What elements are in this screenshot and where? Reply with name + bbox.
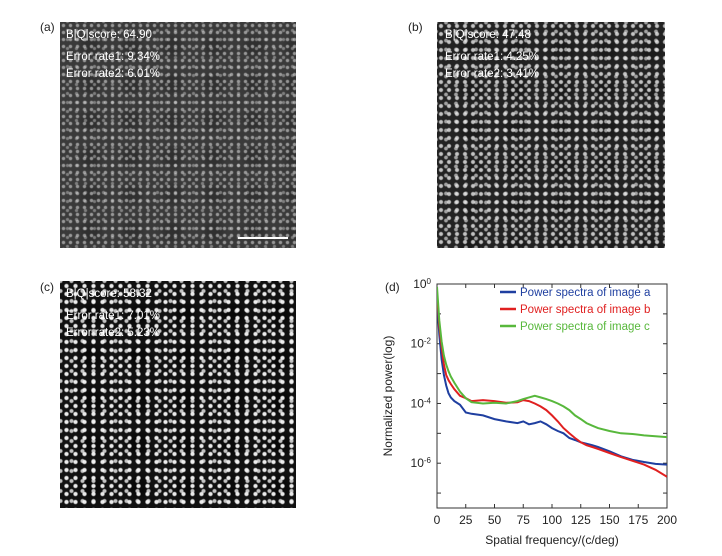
series-line-b xyxy=(437,292,667,478)
panel-c-label: (c) xyxy=(40,280,54,294)
x-tick-label: 200 xyxy=(657,513,677,527)
x-tick-label: 125 xyxy=(571,513,591,527)
legend-label-b: Power spectra of image b xyxy=(520,304,650,316)
x-tick-label: 150 xyxy=(599,513,619,527)
panel-b-label: (b) xyxy=(408,20,423,34)
y-axis-label: Normalized power(log) xyxy=(381,336,395,457)
scale-bar xyxy=(238,237,288,239)
bqi-score-c: B|Q|score: 58.32 xyxy=(66,288,152,300)
legend-label-a: Power spectra of image a xyxy=(520,287,651,299)
x-tick-label: 50 xyxy=(488,513,502,527)
x-tick-label: 75 xyxy=(517,513,531,527)
retina-image-a: B|Q|score: 64.90 Error rate1: 9.34% Erro… xyxy=(60,22,296,248)
x-tick-label: 175 xyxy=(628,513,648,527)
retina-image-c: B|Q|score: 58.32 Error rate1: 7.01% Erro… xyxy=(60,281,296,508)
series-line-c xyxy=(437,286,667,439)
error-rate1-a: Error rate1: 9.34% xyxy=(66,51,160,63)
series-line-a xyxy=(437,299,667,466)
x-tick-label: 25 xyxy=(459,513,473,527)
y-tick-label: 10-4 xyxy=(411,396,432,411)
retina-image-b: B|Q|score: 47.48 Error rate1: 4.25% Erro… xyxy=(437,22,665,248)
bqi-score-b: B|Q|score: 47.48 xyxy=(445,29,531,41)
panel-a-label: (a) xyxy=(40,20,55,34)
panel-d-label: (d) xyxy=(385,280,400,294)
bqi-score-a: B|Q|score: 64.90 xyxy=(66,29,152,41)
y-tick-label: 100 xyxy=(413,277,431,292)
error-rate2-c: Error rate2: 5.23% xyxy=(66,327,160,339)
error-rate1-c: Error rate1: 7.01% xyxy=(66,310,160,322)
error-rate1-b: Error rate1: 4.25% xyxy=(445,51,539,63)
x-tick-label: 0 xyxy=(434,513,441,527)
legend-label-c: Power spectra of image c xyxy=(520,321,650,333)
x-tick-label: 100 xyxy=(542,513,562,527)
error-rate2-b: Error rate2: 3.41% xyxy=(445,68,539,80)
y-tick-label: 10-2 xyxy=(411,336,432,351)
x-axis-label: Spatial frequency/(c/deg) xyxy=(485,533,618,547)
y-tick-label: 10-6 xyxy=(411,456,432,471)
error-rate2-a: Error rate2: 6.01% xyxy=(66,68,160,80)
plot-frame xyxy=(436,283,668,509)
